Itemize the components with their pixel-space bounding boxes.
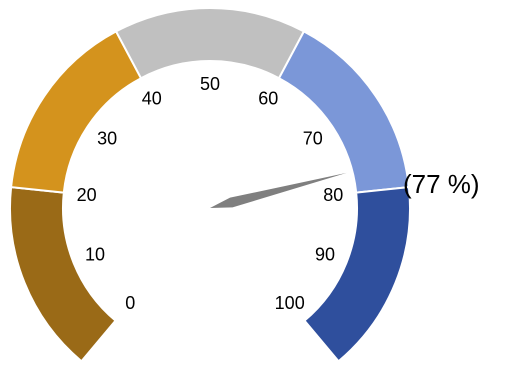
gauge-tick-label: 100 — [275, 293, 305, 313]
gauge-tick-label: 60 — [258, 89, 278, 109]
gauge-band-0 — [9, 185, 117, 363]
gauge-tick-label: 20 — [77, 185, 97, 205]
gauge-tick-label: 50 — [200, 74, 220, 94]
gauge-tick-label: 80 — [323, 185, 343, 205]
gauge-band-2 — [114, 7, 306, 80]
gauge-bands — [9, 7, 411, 363]
gauge-tick-label: 70 — [303, 129, 323, 149]
gauge-band-1 — [9, 30, 143, 194]
gauge-value-label: (77 %) — [403, 169, 480, 199]
gauge-tick-label: 0 — [125, 293, 135, 313]
gauge-band-3 — [277, 30, 411, 194]
gauge-tick-labels: 0 10 20 30 40 50 60 70 80 90 100 — [77, 74, 344, 313]
gauge-tick-label: 30 — [97, 129, 117, 149]
gauge-tick-label: 40 — [142, 89, 162, 109]
gauge-needle — [210, 172, 347, 208]
gauge-tick-label: 90 — [315, 244, 335, 264]
gauge-band-4 — [303, 185, 411, 363]
gauge-tick-label: 10 — [85, 244, 105, 264]
